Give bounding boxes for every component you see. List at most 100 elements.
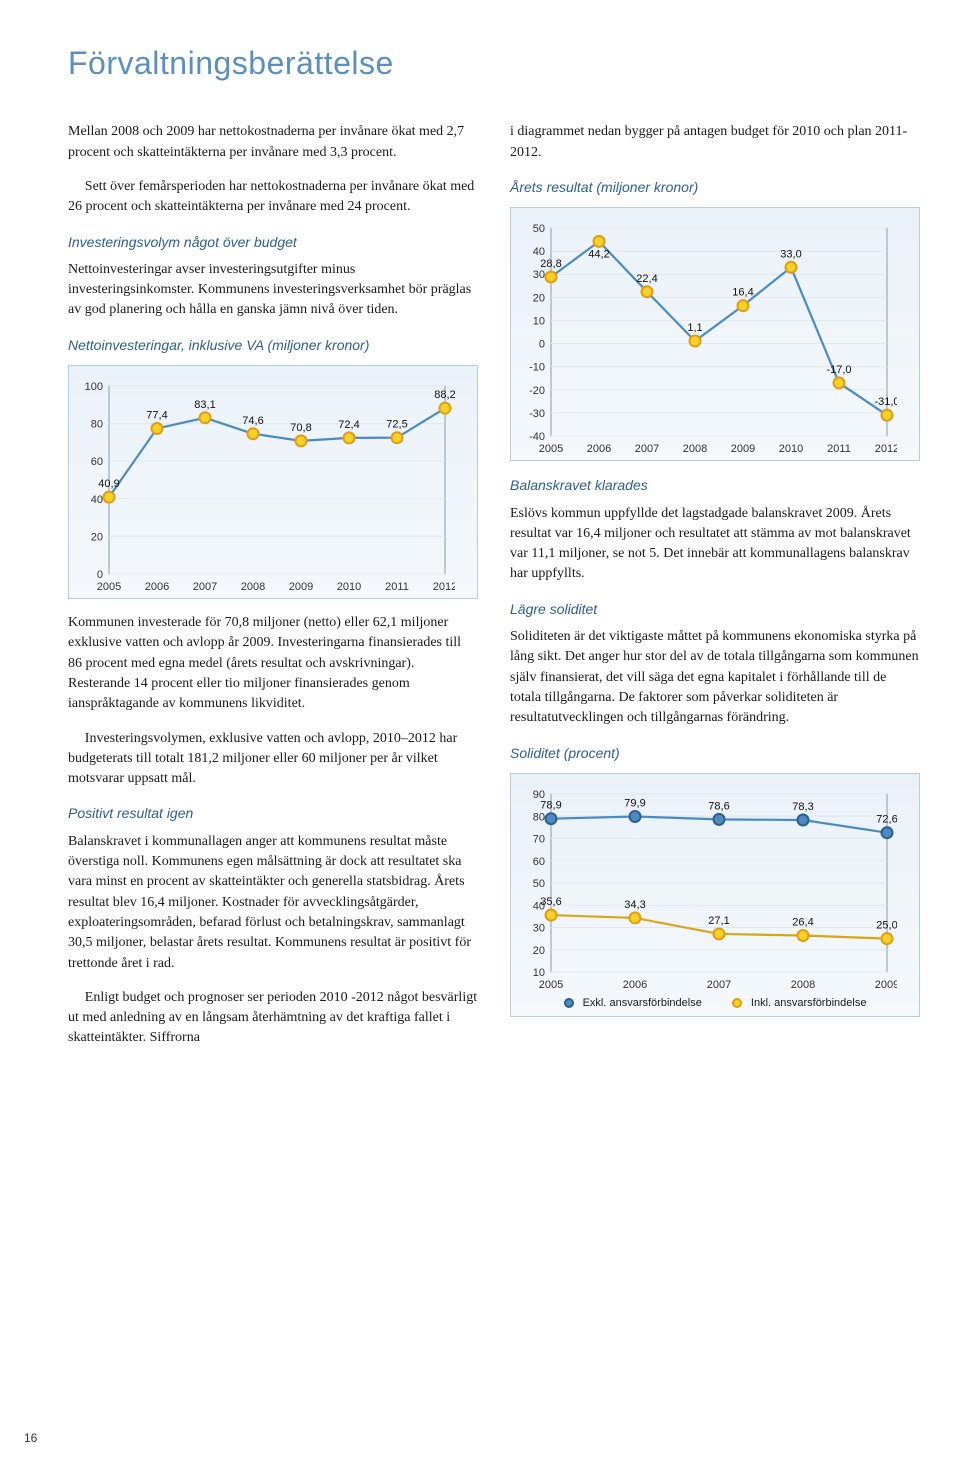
svg-text:33,0: 33,0 [780,249,801,261]
svg-text:-17,0: -17,0 [826,364,851,376]
svg-text:2008: 2008 [791,979,815,991]
right-column: i diagrammet nedan bygger på antagen bud… [510,122,920,1062]
svg-text:20: 20 [533,945,545,957]
two-column-layout: Mellan 2008 och 2009 har nettokostnadern… [68,122,920,1062]
svg-text:35,6: 35,6 [540,896,561,908]
svg-text:2011: 2011 [385,581,409,593]
chart-title: Årets resultat (miljoner kronor) [510,177,920,197]
paragraph: i diagrammet nedan bygger på antagen bud… [510,122,920,163]
svg-text:-31,0: -31,0 [874,396,897,408]
chart-svg: -40 -30 -20 -10 0 10 20 30 40 50 2005 2006 2007 2008 2… [517,216,897,456]
svg-text:16,4: 16,4 [732,287,753,299]
paragraph: Kommunen investerade för 70,8 miljoner (… [68,613,478,714]
chart-title: Soliditet (procent) [510,743,920,763]
svg-text:44,2: 44,2 [588,249,609,261]
svg-text:72,6: 72,6 [876,814,897,826]
svg-text:27,1: 27,1 [708,915,729,927]
legend-item-a: Exkl. ansvarsförbindelse [564,996,702,1012]
svg-text:25,0: 25,0 [876,919,897,931]
svg-text:2006: 2006 [623,979,647,991]
svg-text:77,4: 77,4 [146,410,167,422]
chart-svg: 1020304050607080902005200620072008200978… [517,782,897,992]
svg-text:2012: 2012 [433,581,455,593]
legend-label: Exkl. ansvarsförbindelse [583,997,702,1009]
svg-text:40: 40 [91,494,103,506]
nettoinvesteringar-chart: 0204060801002005200620072008200920102011… [68,365,478,599]
svg-text:2010: 2010 [779,443,803,455]
svg-text:60: 60 [91,456,103,468]
svg-text:-20: -20 [529,385,545,397]
svg-text:50: 50 [533,223,545,235]
svg-text:2007: 2007 [193,581,217,593]
subheading: Investeringsvolym något över budget [68,232,478,252]
svg-text:20: 20 [533,293,545,305]
svg-text:10: 10 [533,316,545,328]
text: Mellan 2008 och 2009 har nettokostnadern… [68,124,464,159]
paragraph: Soliditeten är det viktigaste måttet på … [510,627,920,728]
svg-text:-30: -30 [529,408,545,420]
svg-text:2009: 2009 [731,443,755,455]
svg-text:72,4: 72,4 [338,419,359,431]
page-number: 16 [24,1430,37,1447]
svg-text:78,3: 78,3 [792,801,813,813]
subheading: Balanskravet klarades [510,475,920,495]
svg-text:2005: 2005 [97,581,121,593]
subheading: Positivt resultat igen [68,803,478,823]
svg-text:2006: 2006 [145,581,169,593]
paragraph: Eslövs kommun uppfyllde det lagstadgade … [510,504,920,585]
arets-resultat-chart: -40 -30 -20 -10 0 10 20 30 40 50 2005 2006 2007 2008 2… [510,207,920,461]
svg-text:22,4: 22,4 [636,273,657,285]
svg-text:30: 30 [533,922,545,934]
svg-text:28,8: 28,8 [540,258,561,270]
legend-dot-yellow [732,998,742,1008]
svg-text:72,5: 72,5 [386,419,407,431]
chart-title: Nettoinvesteringar, inklusive VA (miljon… [68,335,478,355]
svg-text:60: 60 [533,856,545,868]
legend-dot-blue [564,998,574,1008]
svg-text:78,6: 78,6 [708,800,729,812]
svg-text:83,1: 83,1 [194,399,215,411]
svg-text:74,6: 74,6 [242,415,263,427]
svg-text:-10: -10 [529,362,545,374]
svg-text:2005: 2005 [539,443,563,455]
paragraph: Balanskravet i kommunallagen anger att k… [68,832,478,974]
svg-text:30: 30 [533,270,545,282]
svg-text:10: 10 [533,967,545,979]
paragraph: Mellan 2008 och 2009 har nettokostnadern… [68,122,478,163]
svg-text:1,1: 1,1 [687,322,702,334]
svg-text:2005: 2005 [539,979,563,991]
svg-text:2008: 2008 [241,581,265,593]
svg-text:80: 80 [533,811,545,823]
svg-text:40,9: 40,9 [98,478,119,490]
svg-text:70,8: 70,8 [290,422,311,434]
svg-text:2007: 2007 [707,979,731,991]
paragraph: Sett över femårsperioden har nettokostna… [68,177,478,218]
svg-text:0: 0 [539,339,545,351]
svg-text:-40: -40 [529,431,545,443]
svg-text:79,9: 79,9 [624,797,645,809]
chart-svg: 0204060801002005200620072008200920102011… [75,374,455,594]
svg-text:2011: 2011 [827,443,851,455]
chart-legend: Exkl. ansvarsförbindelse Inkl. ansvarsfö… [517,996,913,1012]
svg-text:2007: 2007 [635,443,659,455]
svg-text:88,2: 88,2 [434,389,455,401]
svg-text:2010: 2010 [337,581,361,593]
svg-text:100: 100 [85,381,103,393]
svg-text:2009: 2009 [875,979,897,991]
svg-text:78,9: 78,9 [540,800,561,812]
svg-text:26,4: 26,4 [792,916,813,928]
svg-text:70: 70 [533,833,545,845]
legend-item-b: Inkl. ansvarsförbindelse [732,996,867,1012]
paragraph: Nettoinvesteringar avser investeringsutg… [68,260,478,321]
svg-text:2008: 2008 [683,443,707,455]
legend-label: Inkl. ansvarsförbindelse [751,997,867,1009]
paragraph: Enligt budget och prognoser ser perioden… [68,988,478,1049]
page-title: Förvaltningsberättelse [68,40,920,86]
svg-text:50: 50 [533,878,545,890]
svg-text:2012: 2012 [875,443,897,455]
svg-text:40: 40 [533,246,545,258]
left-column: Mellan 2008 och 2009 har nettokostnadern… [68,122,478,1062]
paragraph: Investeringsvolymen, exklusive vatten oc… [68,729,478,790]
svg-text:2006: 2006 [587,443,611,455]
svg-text:80: 80 [91,419,103,431]
